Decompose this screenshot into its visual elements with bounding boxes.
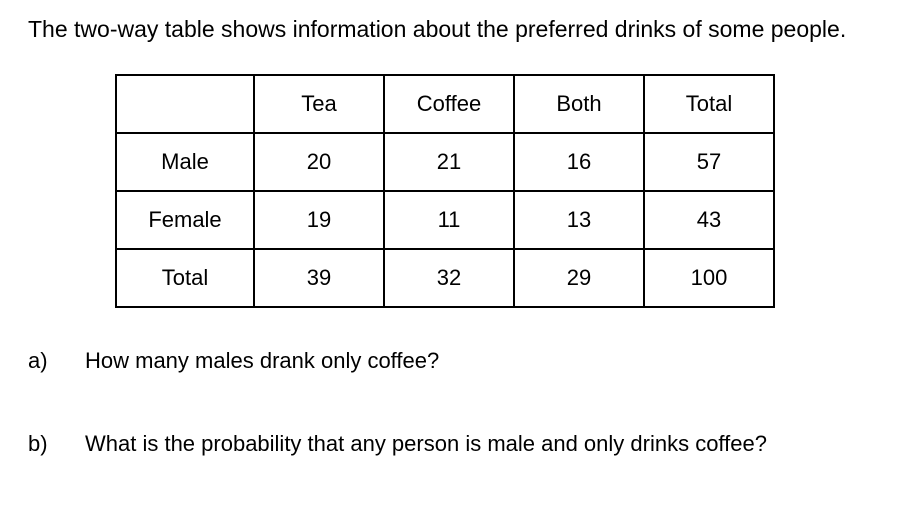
header-cell-corner [115, 74, 255, 134]
header-cell-total: Total [643, 74, 775, 134]
question-a-text: How many males drank only coffee? [85, 348, 440, 373]
table-row-female: Female 19 11 13 43 [115, 190, 775, 250]
table-row-male: Male 20 21 16 57 [115, 132, 775, 192]
cell-female-total: 43 [643, 190, 775, 250]
question-a: a) How many males drank only coffee? [28, 348, 439, 374]
question-b: b) What is the probability that any perso… [28, 431, 767, 457]
cell-male-tea: 20 [253, 132, 385, 192]
table-row-total: Total 39 32 29 100 [115, 248, 775, 308]
table-header-row: Tea Coffee Both Total [115, 74, 775, 134]
row-label-male: Male [115, 132, 255, 192]
cell-total-both: 29 [513, 248, 645, 308]
row-label-total: Total [115, 248, 255, 308]
cell-grand-total: 100 [643, 248, 775, 308]
header-cell-coffee: Coffee [383, 74, 515, 134]
cell-male-total: 57 [643, 132, 775, 192]
question-b-text: What is the probability that any person … [85, 431, 767, 456]
two-way-table: Tea Coffee Both Total Male 20 21 16 57 F… [115, 74, 775, 308]
cell-female-coffee: 11 [383, 190, 515, 250]
header-cell-tea: Tea [253, 74, 385, 134]
cell-male-coffee: 21 [383, 132, 515, 192]
header-cell-both: Both [513, 74, 645, 134]
intro-text: The two-way table shows information abou… [28, 16, 847, 42]
row-label-female: Female [115, 190, 255, 250]
cell-female-both: 13 [513, 190, 645, 250]
cell-male-both: 16 [513, 132, 645, 192]
cell-female-tea: 19 [253, 190, 385, 250]
question-a-label: a) [28, 348, 48, 373]
cell-total-coffee: 32 [383, 248, 515, 308]
question-b-label: b) [28, 431, 48, 456]
cell-total-tea: 39 [253, 248, 385, 308]
